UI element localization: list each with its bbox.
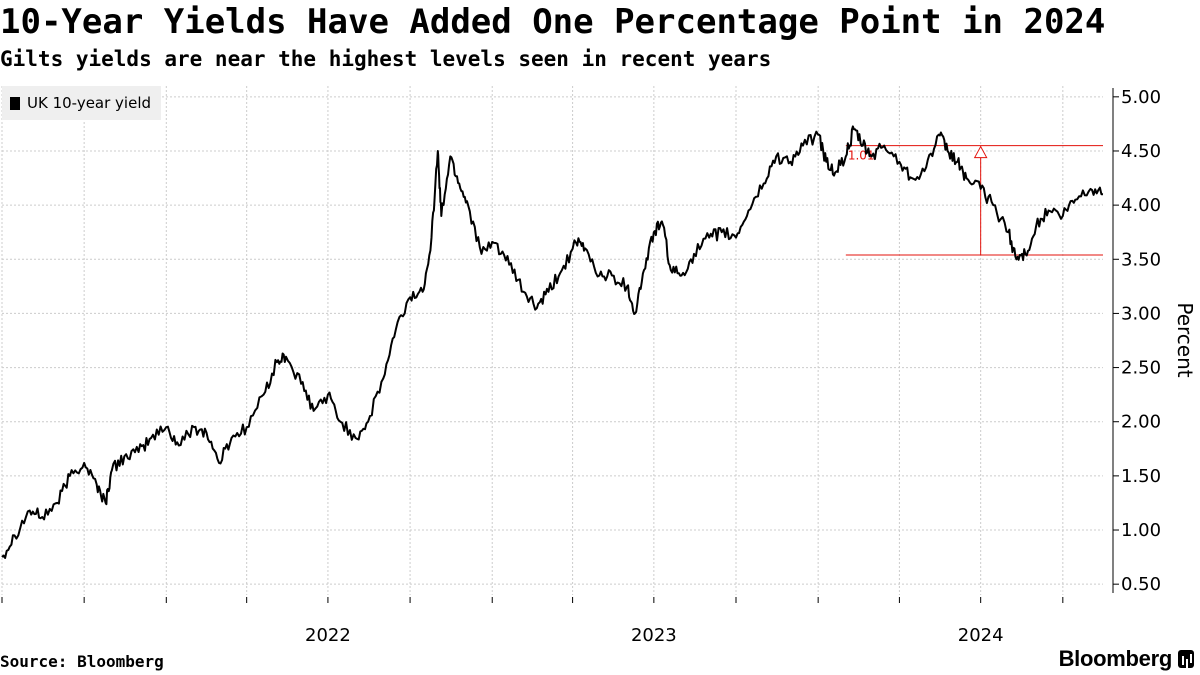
legend-swatch	[10, 96, 20, 110]
x-tick-label: 2023	[631, 625, 677, 646]
x-axis: 2022 2023 2024	[1, 597, 1064, 646]
range-annotation: 1.01	[845, 145, 1103, 256]
y-axis-label: Percent	[1173, 302, 1197, 377]
annotation-arrow-head	[973, 145, 988, 159]
brand-logo: Bloomberg	[1059, 646, 1194, 672]
y-tick-label: 5.00	[1121, 87, 1161, 108]
y-tick-label: 2.00	[1121, 412, 1161, 433]
legend-label: UK 10-year yield	[27, 94, 152, 112]
y-tick-label: 3.00	[1121, 303, 1161, 324]
chart-subtitle: Gilts yields are near the highest levels…	[0, 47, 772, 71]
y-tick-label: 3.50	[1121, 249, 1161, 270]
y-tick-label: 4.00	[1121, 195, 1161, 216]
x-tick-label: 2022	[305, 625, 351, 646]
y-axis: 0.50 1.00 1.50 2.00 2.50 3.00 3.50 4.00 4.50 5.00	[1112, 87, 1161, 595]
brand-name: Bloomberg	[1058, 646, 1173, 671]
y-tick-label: 1.00	[1121, 520, 1161, 541]
series-line-uk-10y	[1, 125, 1104, 559]
y-tick-label: 0.50	[1121, 574, 1161, 595]
x-tick-label: 2024	[958, 625, 1004, 646]
chart-title: 10-Year Yields Have Added One Percentage…	[0, 2, 1106, 42]
legend: UK 10-year yield	[2, 86, 162, 120]
y-tick-label: 1.50	[1121, 466, 1161, 487]
y-tick-label: 4.50	[1121, 141, 1161, 162]
bloomberg-icon	[1178, 650, 1194, 668]
source-note: Source: Bloomberg	[0, 652, 164, 671]
grid-lines	[1, 86, 1103, 595]
y-tick-label: 2.50	[1121, 358, 1161, 379]
